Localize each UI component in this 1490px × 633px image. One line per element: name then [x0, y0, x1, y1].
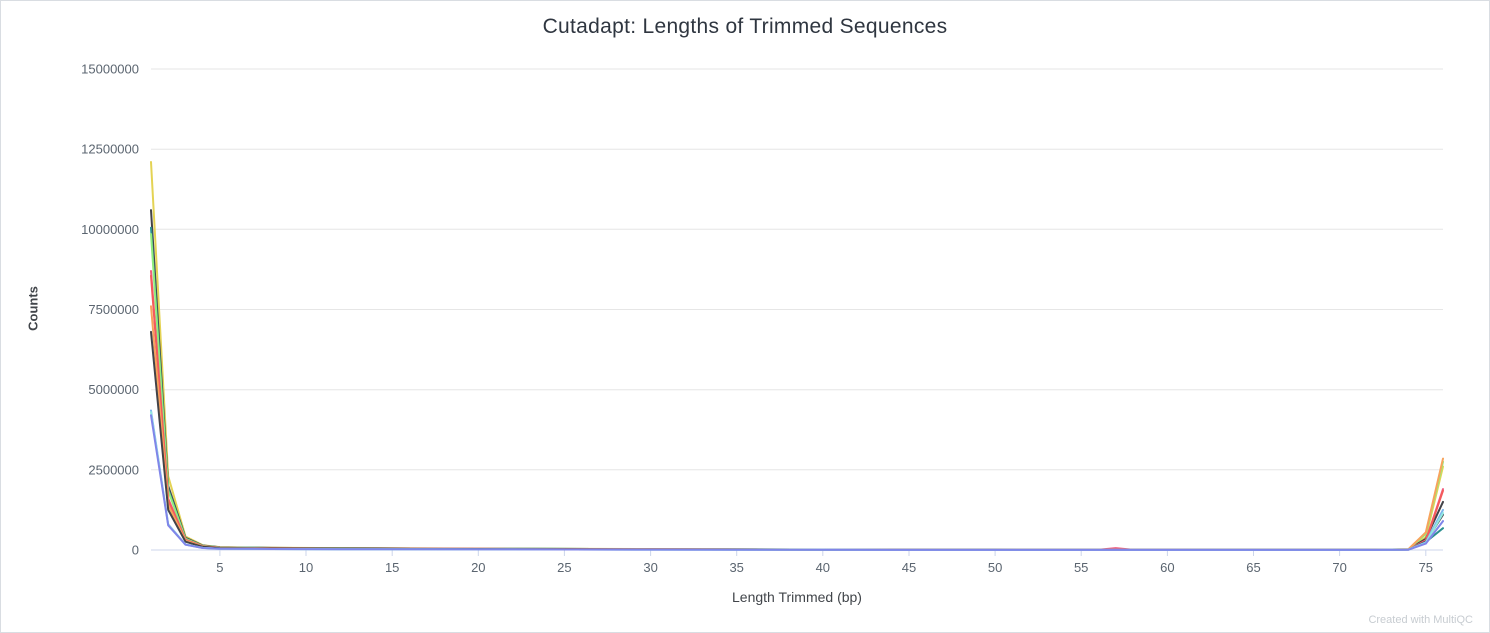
x-tick-label: 50 — [988, 560, 1002, 575]
x-tick-label: 45 — [902, 560, 916, 575]
series-line-series_11 — [150, 414, 1444, 551]
x-tick-label: 75 — [1419, 560, 1433, 575]
x-tick-label: 55 — [1074, 560, 1088, 575]
y-tick-label: 7500000 — [88, 302, 139, 317]
multiqc-credit: Created with MultiQC — [1368, 614, 1473, 626]
plot-area[interactable] — [151, 69, 1443, 550]
x-tick-label: 15 — [385, 560, 399, 575]
x-axis-title: Length Trimmed (bp) — [732, 589, 862, 605]
x-tick-label: 60 — [1160, 560, 1174, 575]
x-tick-label: 10 — [299, 560, 313, 575]
x-tick-label: 35 — [729, 560, 743, 575]
y-tick-label: 10000000 — [81, 222, 139, 237]
y-tick-label: 0 — [132, 543, 139, 558]
x-tick-label: 20 — [471, 560, 485, 575]
x-tick-label: 5 — [216, 560, 223, 575]
x-tick-label: 70 — [1332, 560, 1346, 575]
x-tick-label: 25 — [557, 560, 571, 575]
y-tick-label: 2500000 — [88, 462, 139, 477]
x-tick-label: 65 — [1246, 560, 1260, 575]
y-tick-label: 12500000 — [81, 142, 139, 157]
x-tick-label: 40 — [816, 560, 830, 575]
x-tick-label: 30 — [643, 560, 657, 575]
y-tick-label: 5000000 — [88, 382, 139, 397]
y-tick-label: 15000000 — [81, 62, 139, 77]
chart-title: Cutadapt: Lengths of Trimmed Sequences — [542, 15, 948, 38]
